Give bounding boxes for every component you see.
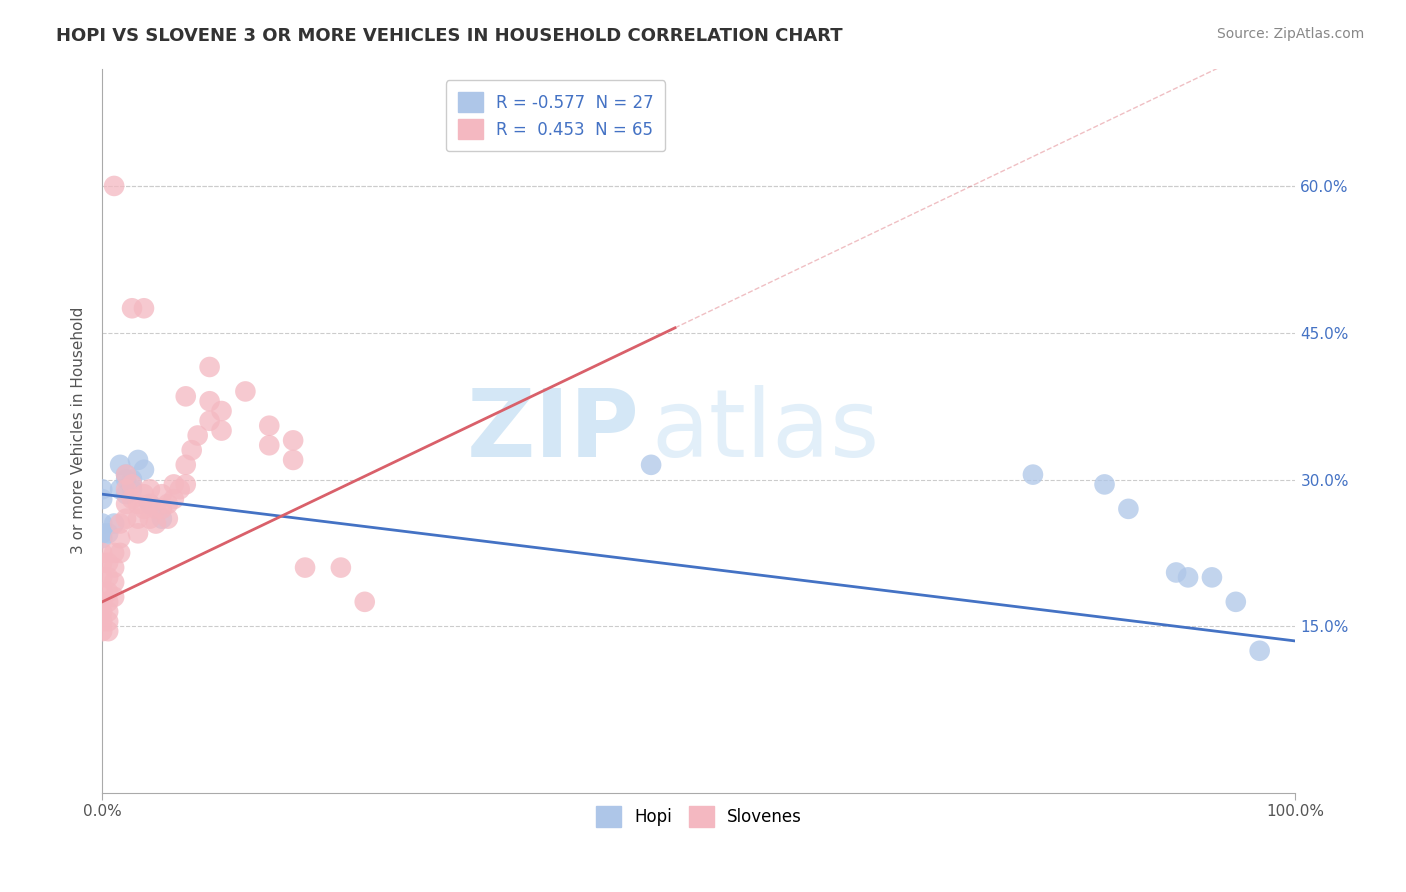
Point — [1022, 467, 1045, 482]
Point — [211, 404, 233, 418]
Point — [1249, 644, 1271, 658]
Point — [127, 453, 149, 467]
Text: HOPI VS SLOVENE 3 OR MORE VEHICLES IN HOUSEHOLD CORRELATION CHART: HOPI VS SLOVENE 3 OR MORE VEHICLES IN HO… — [56, 27, 842, 45]
Point — [132, 501, 155, 516]
Text: ZIP: ZIP — [467, 384, 640, 476]
Text: Source: ZipAtlas.com: Source: ZipAtlas.com — [1216, 27, 1364, 41]
Point — [91, 556, 114, 570]
Point — [281, 453, 304, 467]
Point — [198, 394, 221, 409]
Point — [127, 526, 149, 541]
Point — [121, 492, 143, 507]
Point — [1118, 501, 1140, 516]
Point — [91, 605, 114, 619]
Point — [91, 585, 114, 599]
Point — [640, 458, 662, 472]
Point — [97, 595, 120, 609]
Point — [108, 531, 131, 545]
Point — [91, 546, 114, 560]
Point — [115, 467, 138, 482]
Point — [211, 424, 233, 438]
Point — [353, 595, 375, 609]
Point — [97, 615, 120, 629]
Point — [163, 477, 186, 491]
Point — [97, 605, 120, 619]
Point — [150, 511, 173, 525]
Point — [198, 359, 221, 374]
Point — [187, 428, 209, 442]
Point — [97, 556, 120, 570]
Point — [329, 560, 352, 574]
Point — [1225, 595, 1247, 609]
Point — [145, 516, 167, 531]
Point — [198, 414, 221, 428]
Point — [103, 560, 125, 574]
Point — [108, 483, 131, 497]
Point — [1201, 570, 1223, 584]
Point — [103, 178, 125, 193]
Point — [91, 526, 114, 541]
Point — [91, 531, 114, 545]
Point — [132, 463, 155, 477]
Point — [108, 458, 131, 472]
Point — [91, 595, 114, 609]
Point — [103, 546, 125, 560]
Y-axis label: 3 or more Vehicles in Household: 3 or more Vehicles in Household — [72, 307, 86, 554]
Point — [121, 301, 143, 316]
Point — [156, 511, 179, 525]
Point — [259, 438, 281, 452]
Point — [169, 483, 191, 497]
Point — [163, 492, 186, 507]
Point — [145, 501, 167, 516]
Point — [91, 492, 114, 507]
Point — [132, 301, 155, 316]
Point — [91, 615, 114, 629]
Point — [150, 487, 173, 501]
Point — [97, 526, 120, 541]
Point — [294, 560, 316, 574]
Point — [1094, 477, 1116, 491]
Point — [174, 458, 197, 472]
Text: atlas: atlas — [651, 384, 879, 476]
Point — [121, 473, 143, 487]
Point — [97, 624, 120, 639]
Point — [1177, 570, 1199, 584]
Point — [139, 497, 162, 511]
Point — [1166, 566, 1188, 580]
Point — [121, 477, 143, 491]
Point — [139, 511, 162, 525]
Point — [97, 570, 120, 584]
Point — [115, 487, 138, 501]
Point — [91, 624, 114, 639]
Point — [103, 590, 125, 604]
Point — [103, 516, 125, 531]
Point — [127, 511, 149, 525]
Point — [97, 585, 120, 599]
Point — [281, 434, 304, 448]
Point — [180, 443, 202, 458]
Point — [103, 575, 125, 590]
Point — [235, 384, 257, 399]
Point — [139, 497, 162, 511]
Point — [91, 516, 114, 531]
Point — [108, 546, 131, 560]
Point — [121, 483, 143, 497]
Point — [91, 570, 114, 584]
Point — [115, 473, 138, 487]
Point — [115, 497, 138, 511]
Point — [156, 497, 179, 511]
Point — [132, 487, 155, 501]
Point — [115, 483, 138, 497]
Point — [91, 483, 114, 497]
Legend: Hopi, Slovenes: Hopi, Slovenes — [588, 798, 810, 835]
Point — [108, 516, 131, 531]
Point — [139, 483, 162, 497]
Point — [115, 511, 138, 525]
Point — [174, 389, 197, 403]
Point — [115, 467, 138, 482]
Point — [127, 497, 149, 511]
Point — [259, 418, 281, 433]
Point — [174, 477, 197, 491]
Point — [150, 501, 173, 516]
